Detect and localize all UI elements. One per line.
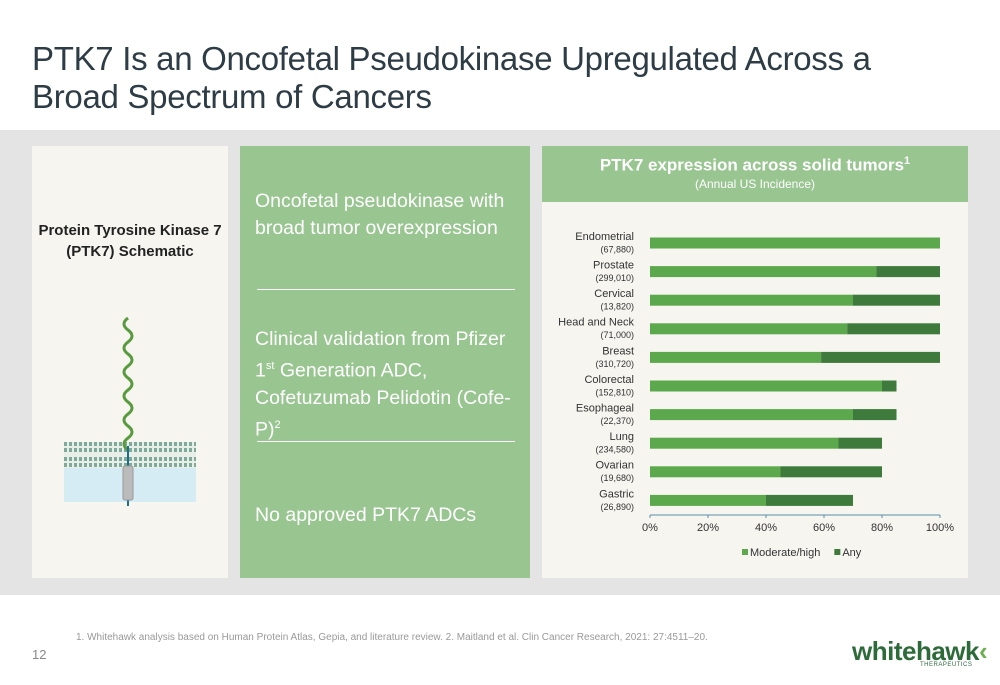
logo: whitehawk‹ — [852, 636, 988, 667]
category-note: (26,890) — [600, 502, 634, 512]
chart-panel: PTK7 expression across solid tumors1 (An… — [542, 146, 968, 578]
chart-title: PTK7 expression across solid tumors — [599, 155, 905, 175]
bar-segment — [853, 294, 940, 306]
category-note: (19,680) — [600, 473, 634, 483]
category-note: (22,370) — [600, 416, 634, 426]
category-label: Cervical — [594, 288, 634, 300]
category-label: Prostate — [593, 260, 634, 272]
point: Oncofetal pseudokinase with broad tumor … — [255, 190, 505, 239]
chart-subtitle: (Annual US Incidence) — [694, 176, 816, 191]
logo-text: whitehawk — [852, 636, 979, 666]
bar-segment — [650, 494, 766, 506]
divider — [257, 441, 515, 442]
logo-mark: ‹ — [978, 636, 988, 666]
category-label: Head and Neck — [558, 317, 634, 329]
bar-segment — [847, 323, 940, 335]
category-label: Breast — [602, 345, 634, 357]
chart-title-sup: 1 — [904, 155, 911, 167]
point-text: Clinical validation from Pfizer 1 — [255, 328, 506, 382]
schematic: document.currentScript.insertAdjacentHTM… — [64, 316, 196, 506]
legend-swatch — [742, 549, 748, 555]
bar-segment — [650, 237, 940, 249]
logo-tagline: THERAPEUTICS — [920, 662, 973, 668]
bar-segment — [780, 466, 882, 478]
category-note: (13,820) — [600, 302, 634, 312]
bar-segment — [650, 380, 882, 392]
page-number: 12 — [32, 647, 47, 662]
category-label: Lung — [610, 431, 634, 443]
legend-swatch — [834, 549, 841, 555]
category-label: Ovarian — [595, 460, 634, 472]
bar-segment — [650, 266, 877, 278]
bar-segment — [876, 266, 940, 278]
category-label: Esophageal — [576, 403, 634, 415]
schematic-title: Protein Tyrosine Kinase 7 (PTK7) Schemat… — [38, 222, 222, 260]
superscript: st — [265, 360, 275, 372]
bar-segment — [650, 409, 853, 421]
chart-title-wrap: PTK7 expression across solid tumors1 — [542, 155, 968, 176]
category-note: (299,010) — [595, 273, 634, 283]
x-tick-label: 60% — [813, 522, 835, 534]
kinase-domain — [122, 465, 134, 501]
schematic-panel: Protein Tyrosine Kinase 7 (PTK7) Schemat… — [32, 146, 228, 578]
x-tick-label: 40% — [755, 522, 777, 534]
x-tick-label: 20% — [697, 522, 719, 534]
point: No approved PTK7 ADCs — [255, 504, 477, 526]
category-note: (67,880) — [600, 244, 634, 254]
bar-segment — [838, 437, 882, 449]
category-label: Gastric — [599, 488, 634, 500]
bar-segment — [650, 323, 848, 335]
points-panel: Oncofetal pseudokinase with broad tumor … — [240, 146, 530, 578]
category-label: Colorectal — [584, 374, 634, 386]
legend-label: Any — [842, 547, 861, 559]
bar-segment — [650, 437, 839, 449]
category-note: (234,580) — [595, 445, 634, 455]
bar-segment — [650, 294, 853, 306]
superscript: 2 — [274, 418, 281, 431]
bar-segment — [882, 380, 897, 392]
category-label: Endometrial — [575, 231, 634, 243]
category-note: (152,810) — [595, 387, 634, 397]
category-note: (310,720) — [595, 359, 634, 369]
divider — [257, 289, 515, 290]
point-text: Generation ADC, Cofetuzumab Pelidotin (C… — [255, 359, 511, 441]
x-tick-label: 0% — [642, 522, 658, 534]
extracellular-domain — [122, 316, 134, 452]
legend-label: Moderate/high — [750, 547, 820, 559]
point: Clinical validation from Pfizer 1st Gene… — [255, 326, 527, 443]
bar-segment — [650, 466, 781, 478]
slide-title: PTK7 Is an Oncofetal Pseudokinase Upregu… — [32, 40, 871, 115]
bar-segment — [821, 351, 940, 363]
chart-header: PTK7 expression across solid tumors1 (An… — [542, 146, 968, 202]
chart: Endometrial(67,880) Prostate(299,010) Cerv… — [558, 231, 954, 559]
bar-segment — [766, 494, 853, 506]
category-note: (71,000) — [600, 330, 634, 340]
bar-segment — [650, 351, 822, 363]
footnote: 1. Whitehawk analysis based on Human Pro… — [76, 632, 708, 643]
x-tick-label: 100% — [926, 522, 954, 534]
bar-segment — [853, 409, 897, 421]
x-tick-label: 80% — [871, 522, 893, 534]
